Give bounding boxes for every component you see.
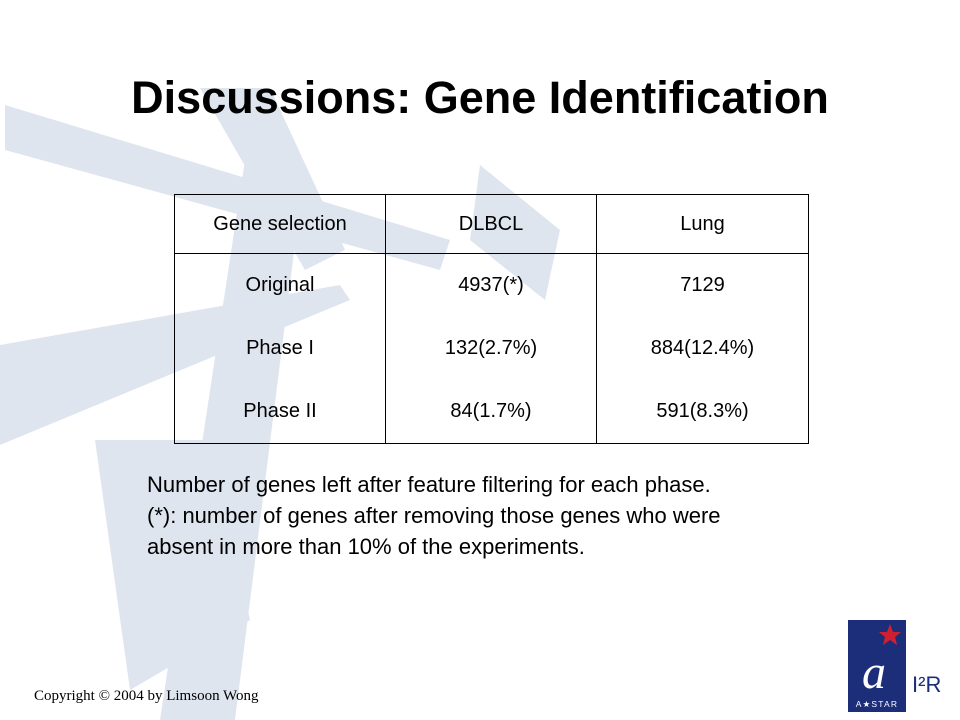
table-header-row: Gene selection DLBCL Lung	[174, 194, 809, 254]
caption-line: (*): number of genes after removing thos…	[147, 503, 721, 528]
table-cell: 4937(*)	[385, 253, 597, 317]
svg-text:A★STAR: A★STAR	[856, 699, 899, 709]
table-cell: 132(2.7%)	[385, 317, 597, 380]
table-cell: Phase II	[174, 380, 386, 444]
table-caption: Number of genes left after feature filte…	[147, 469, 867, 562]
caption-line: Number of genes left after feature filte…	[147, 472, 711, 497]
table-cell: 84(1.7%)	[385, 380, 597, 444]
copyright-notice: Copyright © 2004 by Limsoon Wong	[34, 688, 259, 704]
table-cell: Original	[174, 253, 386, 317]
table-row: Phase II 84(1.7%) 591(8.3%)	[174, 380, 809, 444]
caption-line: absent in more than 10% of the experimen…	[147, 534, 585, 559]
astar-i2r-logo: a A★STAR I²R	[848, 620, 941, 712]
table-row: Original 4937(*) 7129	[174, 253, 809, 317]
table-cell: Phase I	[174, 317, 386, 380]
svg-text:I²R: I²R	[912, 672, 941, 697]
gene-count-table: Gene selection DLBCL Lung Original 4937(…	[174, 194, 809, 444]
table-cell: 884(12.4%)	[596, 317, 809, 380]
table-row: Phase I 132(2.7%) 884(12.4%)	[174, 317, 809, 380]
header-dlbcl: DLBCL	[385, 194, 597, 254]
svg-text:a: a	[862, 646, 886, 699]
header-lung: Lung	[596, 194, 809, 254]
header-gene-selection: Gene selection	[174, 194, 386, 254]
table-cell: 7129	[596, 253, 809, 317]
slide-title: Discussions: Gene Identification	[131, 72, 829, 123]
table-cell: 591(8.3%)	[596, 380, 809, 444]
